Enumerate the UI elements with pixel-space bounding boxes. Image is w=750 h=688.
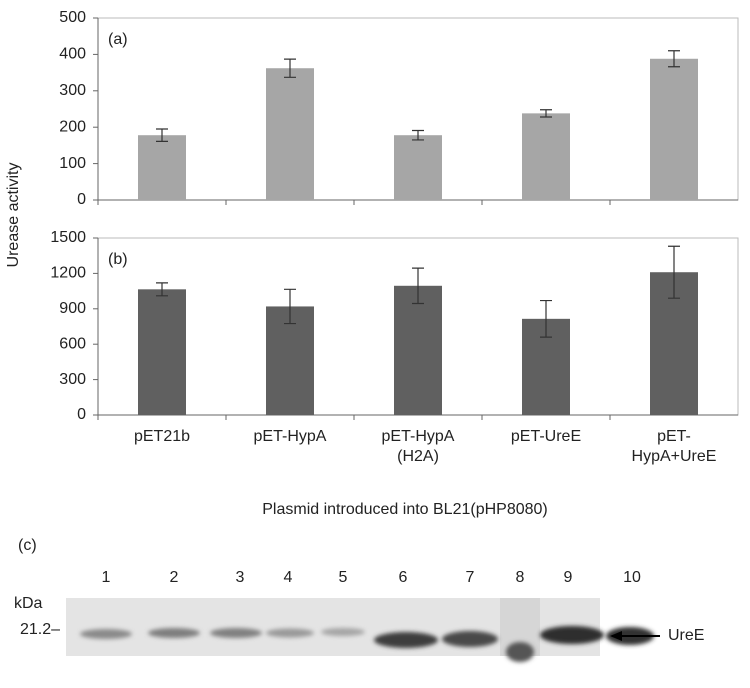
error-bar (540, 109, 552, 118)
panel-label: (a) (108, 31, 128, 48)
panel-label: (c) (18, 537, 37, 554)
bar (522, 113, 570, 200)
y-tick-label: 100 (59, 155, 86, 172)
y-tick-label: 900 (59, 300, 86, 317)
error-bar (284, 288, 296, 325)
y-tick-label: 1500 (50, 229, 86, 246)
band-label: UreE (668, 627, 704, 644)
lane-label: 1 (102, 569, 111, 586)
gel-image (66, 598, 604, 662)
y-tick-label: 500 (59, 9, 86, 26)
y-axis-label: Urease activity (5, 163, 22, 268)
y-tick-label: 300 (59, 371, 86, 388)
error-bar (668, 50, 680, 68)
marker-label: 21.2– (20, 621, 60, 638)
error-bar (540, 299, 552, 338)
y-tick-label: 0 (77, 406, 86, 423)
x-tick-label: pET- HypA+UreE (631, 428, 717, 465)
error-bar (412, 267, 424, 305)
y-tick-label: 0 (77, 191, 86, 208)
bar (266, 68, 314, 201)
bar (650, 58, 698, 200)
y-tick-label: 200 (59, 118, 86, 135)
x-tick-label: pET21b (133, 428, 191, 445)
lane-label: 10 (623, 569, 641, 586)
x-tick-label: pET-HypA (H2A) (381, 428, 455, 465)
lane-label: 4 (284, 569, 293, 586)
y-tick-label: 400 (59, 46, 86, 63)
bar (394, 285, 442, 415)
lane-label: 8 (516, 569, 525, 586)
panel-label: (b) (108, 251, 128, 268)
error-bar (412, 129, 424, 141)
lane-label: 9 (564, 569, 573, 586)
x-axis-label: Plasmid introduced into BL21(pHP8080) (262, 501, 548, 518)
error-bar (156, 128, 168, 142)
y-tick-label: 600 (59, 335, 86, 352)
bar (266, 306, 314, 415)
lane-label: 6 (399, 569, 408, 586)
error-bar (668, 245, 680, 299)
bar (138, 135, 186, 200)
arrow-head (610, 631, 622, 641)
bar (394, 135, 442, 200)
lane-label: 5 (339, 569, 348, 586)
error-bar (156, 282, 168, 297)
x-tick-label: pET-UreE (510, 428, 582, 445)
error-bar (284, 58, 296, 78)
lane-label: 7 (466, 569, 475, 586)
y-tick-label: 1200 (50, 265, 86, 282)
y-tick-label: 300 (59, 82, 86, 99)
lane-label: 3 (236, 569, 245, 586)
unit-label: kDa (14, 595, 43, 612)
bar (138, 289, 186, 415)
x-tick-label: pET-HypA (253, 428, 327, 445)
lane-label: 2 (170, 569, 179, 586)
